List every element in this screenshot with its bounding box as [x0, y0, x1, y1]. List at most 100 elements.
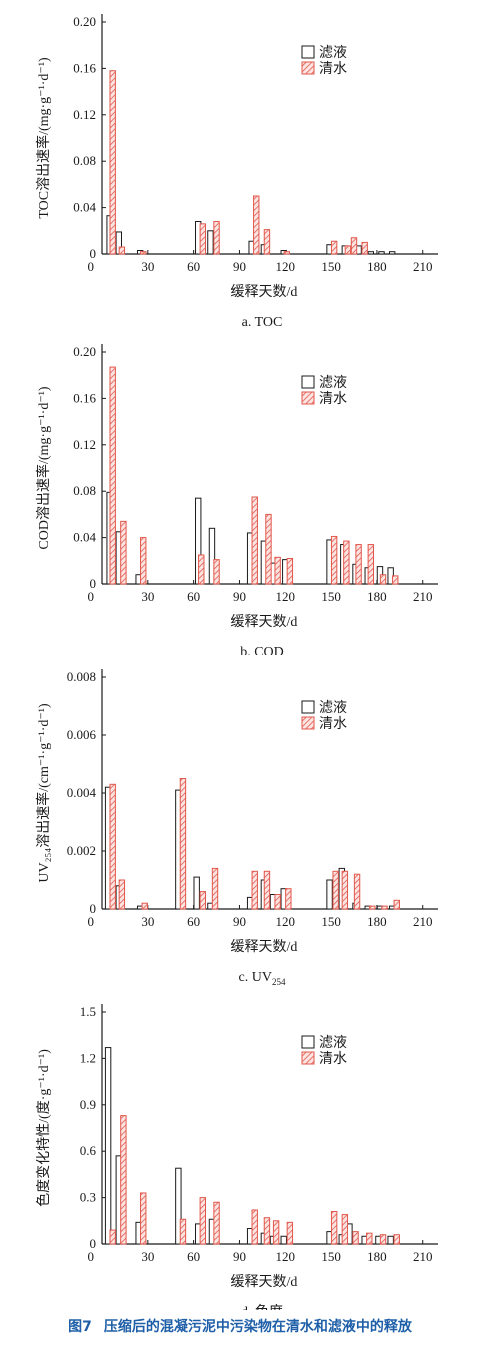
figure-title: 压缩后的混凝污泥中污染物在清水和滤液中的释放 — [103, 1319, 412, 1335]
panel-caption: c. UV254 — [239, 970, 286, 987]
legend-label-clear-water: 清水 — [319, 61, 347, 77]
bar-filtrate — [280, 1235, 287, 1245]
bar-clear-water — [109, 783, 116, 910]
y-tick-label: 0.20 — [73, 344, 96, 359]
bar-clear-water — [263, 1217, 271, 1245]
legend-label-clear-water: 清水 — [319, 716, 347, 732]
y-axis-label: UV₂₅₄溶出速率/(cm⁻¹·g⁻¹·d⁻¹) — [35, 703, 52, 883]
legend-swatch-clear-water — [301, 61, 315, 75]
x-tick-label: 210 — [413, 259, 433, 274]
y-tick-label: 0.12 — [73, 107, 96, 122]
bar-filtrate — [193, 876, 200, 910]
bar-clear-water — [379, 574, 387, 585]
y-tick-label: 0.08 — [73, 153, 96, 168]
bar-clear-water — [253, 195, 260, 255]
panel-caption: b. COD — [240, 645, 284, 655]
bar-clear-water — [355, 544, 362, 585]
y-tick-label: 1.2 — [80, 1050, 96, 1065]
y-tick-label: 0.006 — [67, 727, 97, 742]
figure-number: 图7 — [68, 1319, 92, 1335]
x-tick-label: 150 — [321, 259, 341, 274]
bar-clear-water — [381, 905, 388, 910]
x-tick-label: 30 — [141, 914, 154, 929]
x-tick-label: 120 — [276, 259, 296, 274]
y-tick-label: 0.9 — [80, 1097, 96, 1112]
bar-clear-water — [179, 778, 187, 910]
bar-clear-water — [179, 1218, 187, 1245]
y-axis-label: COD溶出速率/(mg·g⁻¹·d⁻¹) — [35, 386, 52, 549]
x-tick-label: 180 — [367, 1249, 387, 1264]
legend-label-filtrate: 滤液 — [319, 700, 347, 716]
y-tick-label: 0 — [90, 901, 97, 916]
x-tick-label: 60 — [187, 1249, 200, 1264]
y-tick-label: 0.04 — [73, 530, 96, 545]
bar-clear-water — [199, 891, 207, 910]
y-axis-label: TOC溶出速率/(mg·g⁻¹·d⁻¹) — [35, 57, 52, 219]
legend-label-clear-water: 清水 — [319, 391, 347, 407]
bar-clear-water — [118, 246, 126, 255]
y-tick-label: 0 — [90, 1236, 97, 1251]
x-tick-label: 0 — [88, 589, 95, 604]
x-tick-label: 120 — [276, 589, 296, 604]
y-tick-label: 0.008 — [67, 669, 96, 684]
bar-clear-water — [285, 888, 292, 910]
panel-caption: a. TOC — [242, 315, 283, 330]
legend-label-filtrate: 滤液 — [319, 1035, 347, 1051]
bar-clear-water — [120, 520, 127, 585]
bar-clear-water — [109, 70, 116, 255]
x-tick-label: 90 — [233, 914, 246, 929]
bar-filtrate — [367, 251, 375, 255]
bar-clear-water — [251, 496, 258, 585]
legend-swatch-filtrate — [301, 700, 315, 714]
bar-clear-water — [265, 513, 272, 585]
x-tick-label: 90 — [233, 589, 246, 604]
x-tick-label: 60 — [187, 914, 200, 929]
bar-clear-water — [272, 1220, 280, 1245]
legend-swatch-filtrate — [301, 45, 315, 59]
bar-filtrate — [104, 1047, 112, 1245]
x-axis-label: 缓释天数/d — [231, 614, 298, 630]
x-tick-label: 90 — [233, 1249, 246, 1264]
y-tick-label: 0.3 — [80, 1190, 96, 1205]
x-tick-label: 210 — [413, 589, 433, 604]
legend-swatch-clear-water — [301, 716, 315, 730]
bar-clear-water — [251, 870, 258, 910]
bar-clear-water — [330, 240, 338, 255]
x-tick-label: 30 — [141, 589, 154, 604]
bar-clear-water — [120, 1115, 127, 1245]
bar-clear-water — [393, 899, 400, 910]
figure-caption: 图7 压缩后的混凝污泥中污染物在清水和滤液中的释放 — [0, 1316, 480, 1336]
x-tick-label: 0 — [88, 259, 95, 274]
y-tick-label: 0.002 — [67, 843, 96, 858]
x-tick-label: 180 — [367, 259, 387, 274]
y-tick-label: 0.04 — [73, 200, 96, 215]
x-tick-label: 120 — [276, 1249, 296, 1264]
bar-clear-water — [213, 559, 220, 585]
y-tick-label: 0.16 — [73, 390, 96, 405]
bar-filtrate — [175, 1167, 182, 1245]
y-tick-label: 0 — [90, 246, 97, 261]
y-tick-label: 0.004 — [67, 785, 97, 800]
bar-clear-water — [274, 894, 281, 910]
x-tick-label: 0 — [88, 914, 95, 929]
chart-d: 0 0.3 0.6 0.9 1.2 1.5 0 30 60 90 120 150 180 210 滤液清水缓… — [35, 1004, 438, 1310]
bar-clear-water — [379, 1234, 387, 1245]
legend-label-filtrate: 滤液 — [319, 45, 347, 61]
bar-clear-water — [211, 867, 219, 910]
bar-clear-water — [141, 902, 148, 910]
bar-clear-water — [109, 366, 116, 585]
legend-swatch-clear-water — [301, 391, 315, 405]
bar-clear-water — [213, 1201, 220, 1245]
x-tick-label: 30 — [141, 1249, 154, 1264]
x-tick-label: 180 — [367, 589, 387, 604]
bar-clear-water — [353, 873, 361, 910]
x-tick-label: 60 — [187, 589, 200, 604]
legend-swatch-filtrate — [301, 375, 315, 389]
bar-clear-water — [140, 1192, 147, 1245]
bar-clear-water — [367, 544, 375, 585]
bar-clear-water — [350, 237, 358, 255]
y-tick-label: 0.12 — [73, 437, 96, 452]
y-axis-label: 色度变化特性/(度·g⁻¹·d⁻¹) — [35, 1049, 52, 1207]
x-tick-label: 210 — [413, 1249, 433, 1264]
bar-clear-water — [341, 1214, 349, 1245]
